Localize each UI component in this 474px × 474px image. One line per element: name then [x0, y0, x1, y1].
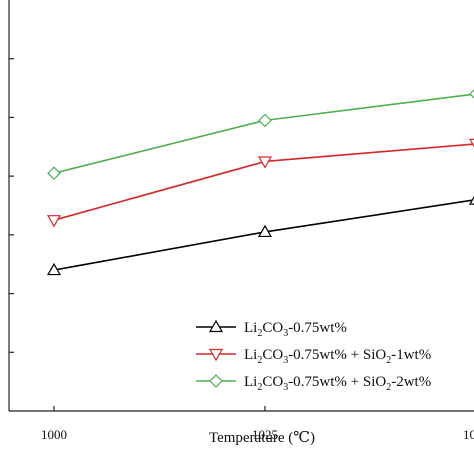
- data-point-marker: [258, 113, 272, 128]
- data-point-marker: [46, 262, 62, 276]
- legend-label: Li2CO3-0.75wt% + SiO2-2wt%: [244, 374, 431, 393]
- legend-item: Li2CO3-0.75wt% + SiO2-2wt%: [196, 374, 431, 393]
- data-point-marker: [468, 195, 474, 205]
- legend-label: Li2CO3-0.75wt%: [244, 320, 347, 339]
- data-point-marker: [208, 348, 224, 362]
- data-point-marker: [46, 215, 62, 228]
- series-layer: [46, 89, 474, 276]
- legend: Li2CO3-0.75wt% Li2CO3-0.75wt% + SiO2-1wt%…: [196, 319, 431, 393]
- series-1: [46, 195, 474, 276]
- y-ticks: [9, 58, 14, 353]
- plot-area: 1000 1025 1050: [8, 0, 474, 442]
- data-point-marker: [468, 138, 474, 148]
- series-line: [53, 143, 474, 221]
- x-tick-label: 1050: [463, 427, 474, 442]
- series-2: [46, 138, 474, 228]
- x-tick-label: 1025: [252, 427, 278, 442]
- series-3: [47, 89, 474, 181]
- data-point-marker: [47, 166, 61, 181]
- data-point-marker: [208, 319, 224, 333]
- x-tick-label: 1000: [41, 427, 67, 442]
- x-axis-title: Temperature (℃): [209, 430, 315, 446]
- legend-label: Li2CO3-0.75wt% + SiO2-1wt%: [244, 347, 431, 366]
- legend-item: Li2CO3-0.75wt%: [196, 319, 347, 339]
- data-point-marker: [469, 89, 474, 99]
- data-point-marker: [209, 374, 223, 388]
- data-point-marker: [257, 156, 273, 169]
- legend-item: Li2CO3-0.75wt% + SiO2-1wt%: [196, 347, 431, 366]
- data-point-marker: [257, 224, 273, 238]
- x-ticks: 1000 1025 1050: [41, 406, 474, 442]
